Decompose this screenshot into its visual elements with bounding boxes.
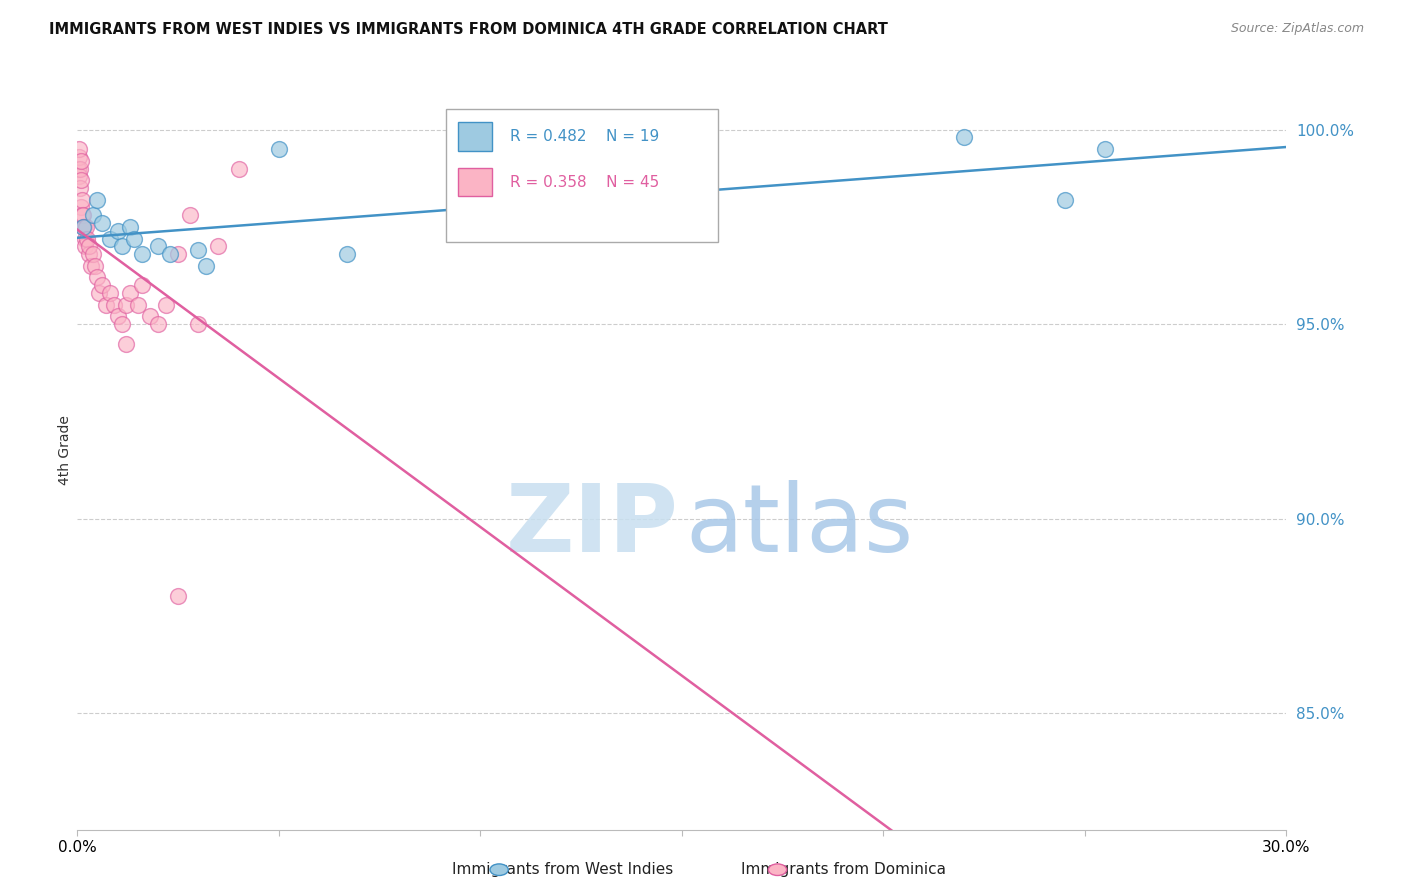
- Point: [146, 317, 169, 331]
- Text: Immigrants from West Indies: Immigrants from West Indies: [451, 863, 673, 877]
- Point: [89, 285, 111, 300]
- Point: [111, 317, 134, 331]
- Point: [73, 231, 96, 245]
- Point: [98, 285, 121, 300]
- Text: ZIP: ZIP: [505, 480, 678, 573]
- Text: atlas: atlas: [686, 480, 914, 573]
- Point: [90, 216, 112, 230]
- Point: [82, 247, 104, 261]
- Point: [70, 208, 93, 222]
- FancyBboxPatch shape: [446, 110, 718, 242]
- Point: [80, 259, 103, 273]
- Text: R = 0.358    N = 45: R = 0.358 N = 45: [510, 175, 659, 190]
- Point: [70, 173, 93, 187]
- Point: [111, 239, 134, 253]
- Point: [179, 208, 201, 222]
- Point: [167, 589, 190, 603]
- Point: [1094, 142, 1116, 156]
- Point: [187, 317, 209, 331]
- Point: [86, 270, 108, 285]
- Point: [94, 298, 117, 312]
- Point: [228, 161, 250, 176]
- Point: [73, 219, 96, 234]
- Point: [72, 219, 94, 234]
- Text: Immigrants from Dominica: Immigrants from Dominica: [741, 863, 946, 877]
- Point: [953, 130, 976, 145]
- Point: [82, 208, 104, 222]
- Point: [122, 231, 145, 245]
- Point: [67, 169, 90, 184]
- Point: [72, 219, 94, 234]
- Point: [70, 193, 93, 207]
- Point: [69, 161, 91, 176]
- Point: [75, 239, 97, 253]
- Point: [131, 247, 153, 261]
- Point: [118, 285, 141, 300]
- Point: [114, 336, 136, 351]
- Point: [67, 150, 90, 164]
- Point: [75, 219, 97, 234]
- Point: [76, 231, 98, 245]
- Point: [167, 247, 190, 261]
- Point: [267, 142, 290, 156]
- Point: [207, 239, 229, 253]
- Point: [79, 239, 101, 253]
- Point: [67, 161, 90, 176]
- Point: [146, 239, 169, 253]
- Point: [98, 231, 121, 245]
- Text: Source: ZipAtlas.com: Source: ZipAtlas.com: [1230, 22, 1364, 36]
- Point: [90, 278, 112, 293]
- Point: [187, 244, 209, 258]
- Point: [72, 208, 94, 222]
- Point: [77, 247, 100, 261]
- Y-axis label: 4th Grade: 4th Grade: [58, 416, 72, 485]
- Point: [107, 224, 129, 238]
- Point: [70, 201, 93, 215]
- Point: [69, 181, 91, 195]
- Point: [159, 247, 181, 261]
- Point: [155, 298, 177, 312]
- Point: [107, 310, 129, 324]
- Point: [114, 298, 136, 312]
- Point: [336, 247, 359, 261]
- Point: [103, 298, 125, 312]
- Point: [86, 193, 108, 207]
- Point: [195, 259, 218, 273]
- Point: [118, 219, 141, 234]
- Point: [1053, 193, 1076, 207]
- Point: [69, 153, 91, 168]
- Point: [131, 278, 153, 293]
- FancyBboxPatch shape: [458, 168, 492, 196]
- Point: [84, 259, 107, 273]
- FancyBboxPatch shape: [458, 122, 492, 151]
- Point: [127, 298, 149, 312]
- Point: [67, 142, 90, 156]
- Text: R = 0.482    N = 19: R = 0.482 N = 19: [510, 129, 659, 145]
- Text: IMMIGRANTS FROM WEST INDIES VS IMMIGRANTS FROM DOMINICA 4TH GRADE CORRELATION CH: IMMIGRANTS FROM WEST INDIES VS IMMIGRANT…: [49, 22, 889, 37]
- Point: [139, 310, 162, 324]
